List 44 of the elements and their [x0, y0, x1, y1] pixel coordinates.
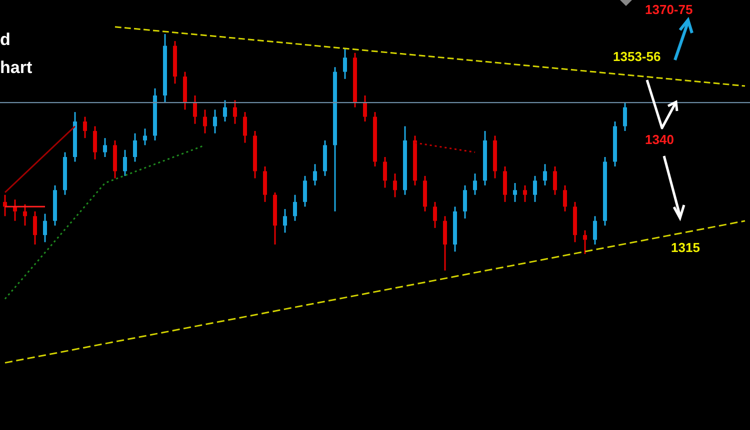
- candlestick: [313, 163, 317, 186]
- candlestick: [213, 108, 217, 134]
- candlestick: [383, 156, 387, 188]
- candlestick: [23, 204, 27, 226]
- candlestick: [563, 184, 567, 212]
- candlestick: [103, 137, 107, 158]
- candlestick: [193, 94, 197, 125]
- candlestick: [523, 184, 527, 203]
- candlestick: [133, 132, 137, 162]
- candlestick: [93, 125, 97, 160]
- candlestick: [283, 208, 287, 234]
- candlestick: [443, 215, 447, 272]
- annotation: 1340: [645, 132, 674, 147]
- candlestick: [543, 163, 547, 186]
- candlestick: [463, 184, 467, 220]
- annotation: hart: [0, 58, 32, 78]
- candlestick: [503, 166, 507, 203]
- candlestick: [433, 201, 437, 229]
- candlestick: [473, 172, 477, 196]
- candlestick: [513, 182, 517, 203]
- annotation: 1315: [671, 240, 700, 255]
- candlestick: [343, 47, 347, 80]
- candlestick: [623, 102, 627, 132]
- candlestick: [393, 172, 397, 198]
- candlestick: [43, 213, 47, 243]
- candlestick: [583, 230, 587, 255]
- candlestick: [553, 166, 557, 196]
- annotation: 1353-56: [613, 49, 661, 64]
- candlestick: [33, 210, 37, 246]
- candlestick: [593, 215, 597, 246]
- candlestick: [263, 166, 267, 203]
- candlestick: [243, 111, 247, 144]
- candlestick: [303, 175, 307, 208]
- candlestick: [83, 116, 87, 139]
- candlestick: [123, 149, 127, 177]
- candlestick: [143, 128, 147, 146]
- candlestick: [293, 194, 297, 222]
- text: 1370-75: [645, 2, 693, 17]
- candlestick: [223, 99, 227, 122]
- candlestick: [233, 99, 237, 125]
- candlestick: [203, 108, 207, 134]
- candlestick: [533, 175, 537, 203]
- annotation: d: [0, 30, 10, 50]
- candlestick: [363, 94, 367, 122]
